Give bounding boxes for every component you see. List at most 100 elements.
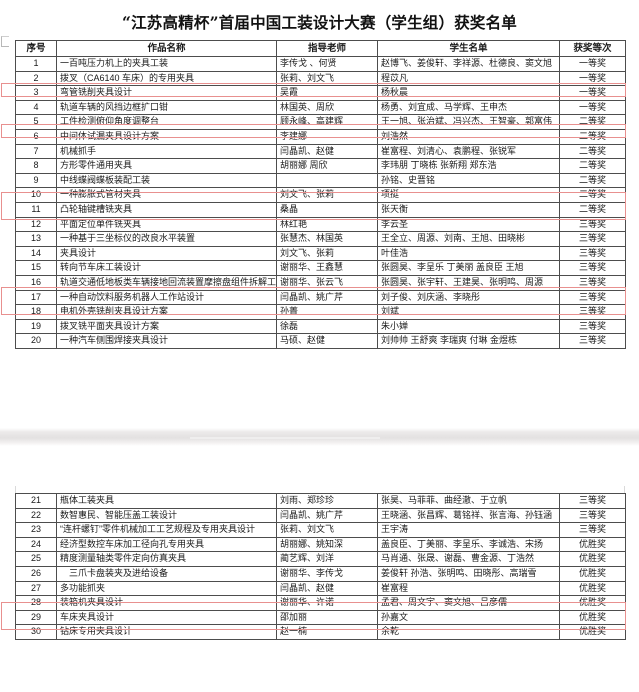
table-row[interactable]: 11 凸轮轴键槽铣夹具 桑晶 张天衡 二等奖 bbox=[15, 201, 626, 218]
cell-award: 二等奖 bbox=[559, 187, 626, 203]
cell-teacher: 谢丽华、张云飞 bbox=[276, 274, 378, 291]
cell-teacher: 胡丽娜、姚知深 bbox=[276, 536, 378, 553]
table-row[interactable]: 1 一百吨压力机上的夹具工装 李传戈 、何贤 赵博飞、姜俊轩、李祥源、杜德良、窦文旭一… bbox=[15, 56, 626, 72]
column-header-no: 序号 bbox=[15, 40, 57, 57]
cell-no: 20 bbox=[15, 333, 57, 349]
table-row[interactable]: 25 精度测量轴类零件定向仿真夹具 蔺艺辉、刘洋 马肖通、张晟、谢磊、曹金源、丁浩然优… bbox=[15, 551, 626, 567]
table-row[interactable]: 2 拨叉（CA6140 车床）的专用夹具 张莉、刘文飞 程苡凡 一等奖 bbox=[15, 70, 626, 87]
table-row[interactable]: 10 一种膨胀式管材夹具 刘文飞、张莉 项挺 二等奖 bbox=[15, 187, 626, 203]
cell-teacher: 邵加丽 bbox=[276, 609, 378, 626]
cell-students: 刘浩然 bbox=[377, 128, 560, 145]
table-row[interactable]: 24 经济型数控车床加工径向孔专用夹具 胡丽娜、姚知深 盖良臣、丁美丽、李呈乐、李诚浩… bbox=[15, 536, 626, 553]
table-row[interactable]: 20 一种汽车侧围焊接夹具设计 马硕、赵健 刘帅帅 王舒爽 李瑞爽 付琳 金煜栋 三等奖 bbox=[15, 333, 626, 349]
table-row[interactable]: 8 方形零件通用夹具 胡丽娜 周欣 李玮朋 丁晓栋 张新翔 郑东浩 二等奖 bbox=[15, 158, 626, 174]
cell-no: 25 bbox=[15, 551, 57, 567]
cell-no: 30 bbox=[15, 624, 57, 640]
cell-award: 三等奖 bbox=[559, 333, 626, 349]
cell-students: 刘帅帅 王舒爽 李瑞爽 付琳 金煜栋 bbox=[377, 333, 560, 349]
cell-students: 盖良臣、丁美丽、李呈乐、李诚浩、宋扬 bbox=[377, 536, 560, 553]
cell-no: 12 bbox=[15, 216, 57, 233]
cell-work: 轨道交通低地板类车辆接地回流装置摩擦盘组件拆解工装 bbox=[56, 274, 277, 291]
column-header-award: 获奖等次 bbox=[559, 40, 626, 57]
cell-work: 夹具设计 bbox=[56, 245, 277, 262]
cell-no: 10 bbox=[15, 187, 57, 203]
cell-award: 三等奖 bbox=[559, 231, 626, 247]
cell-no: 18 bbox=[15, 304, 57, 320]
table-row[interactable]: 17 一种自动饮料服务机器人工作站设计 闫晶凯、姚广芹 刘子俊、刘庆涵、李晓彤 三等奖 bbox=[15, 289, 626, 306]
cell-teacher: 马硕、赵健 bbox=[276, 333, 378, 349]
cell-award: 三等奖 bbox=[559, 216, 626, 233]
cell-award: 三等奖 bbox=[559, 304, 626, 320]
cell-students: 杨秋晨 bbox=[377, 85, 560, 101]
cell-students: 王一旭、张治斌、冯兴杰、王智豪、郭富伟 bbox=[377, 114, 560, 130]
page-break-separator bbox=[0, 428, 639, 446]
cell-work: 三爪卡盘装夹及进给设备 bbox=[56, 565, 277, 582]
cell-award: 二等奖 bbox=[559, 114, 626, 130]
table-row[interactable]: 15 转向节车床工装设计 谢丽华、王鑫慧 张圆昊、李呈乐 丁美丽 盖良臣 王旭 三等奖 bbox=[15, 260, 626, 276]
cell-students: 王全立、周源、刘南、王旭、田晓彬 bbox=[377, 231, 560, 247]
table-row[interactable]: 18 电机外壳铣削夹具设计方案 孙菁 刘斌 三等奖 bbox=[15, 304, 626, 320]
cell-work: 工件检测俯仰角度调整台 bbox=[56, 114, 277, 130]
table-row[interactable]: 27 多功能抓夹 闫晶凯、赵健 崔富程 优胜奖 bbox=[15, 580, 626, 597]
cell-teacher: 张莉、刘文飞 bbox=[276, 522, 378, 538]
cell-teacher: 闫晶凯、姚广芹 bbox=[276, 289, 378, 306]
cell-teacher: 胡丽娜 周欣 bbox=[276, 158, 378, 174]
cell-no: 21 bbox=[15, 493, 57, 509]
cell-no: 5 bbox=[15, 114, 57, 130]
cell-work: 瓶体工装夹具 bbox=[56, 493, 277, 509]
cell-students: 孙铭、史晋铭 bbox=[377, 172, 560, 189]
cell-students: 李玮朋 丁晓栋 张新翔 郑东浩 bbox=[377, 158, 560, 174]
award-table-one: 序号 作品名称 指导老师 学生名单 获奖等次 1 一百吨压力机上的夹具工装 李传戈 … bbox=[15, 40, 626, 349]
cell-students: 刘斌 bbox=[377, 304, 560, 320]
award-table-two: 21 瓶体工装夹具 刘雨、郑珍珍 张昊、马菲菲、曲经澈、于立帆 三等奖 22 数智惠民、智能… bbox=[15, 493, 626, 640]
cell-work: 弯管铣削夹具设计 bbox=[56, 85, 277, 101]
cell-no: 14 bbox=[15, 245, 57, 262]
table-row[interactable]: 3 弯管铣削夹具设计 吴霞 杨秋晨 一等奖 bbox=[15, 85, 626, 101]
table-row[interactable]: 29 车床夹具设计 邵加丽 孙嘉文 优胜奖 bbox=[15, 609, 626, 626]
cell-work: 一百吨压力机上的夹具工装 bbox=[56, 56, 277, 72]
cell-students: 崔富程 bbox=[377, 580, 560, 597]
cell-award: 优胜奖 bbox=[559, 551, 626, 567]
table-row[interactable]: 4 轨道车辆的风挡边框扩口钳 林国英、周欣 杨勇、刘宜成、马学辉、王申杰 一等奖 bbox=[15, 99, 626, 116]
table-row[interactable]: 26 三爪卡盘装夹及进给设备 谢丽华、李传戈 姜俊轩 孙浩、张明鸣、田晓彤、高瑞雪优… bbox=[15, 565, 626, 582]
cell-teacher: 李建娜 bbox=[276, 128, 378, 145]
table-row[interactable]: 23 “连杆螺钉”零件机械加工工艺规程及专用夹具设计 张莉、刘文飞 王宇涛 三等奖 bbox=[15, 522, 626, 538]
cell-award: 优胜奖 bbox=[559, 595, 626, 611]
cell-students: 张圆昊、张宇轩、王建昊、张明鸣、周源 bbox=[377, 274, 560, 291]
table-row[interactable]: 7 机械抓手 闫晶凯、赵健 崔富程、刘清心、袁鹏程、张锐军 二等奖 bbox=[15, 143, 626, 160]
table-row[interactable]: 6 中间体试漏夹具设计方案 李建娜 刘浩然 二等奖 bbox=[15, 128, 626, 145]
cell-work: 一种自动饮料服务机器人工作站设计 bbox=[56, 289, 277, 306]
table-row[interactable]: 21 瓶体工装夹具 刘雨、郑珍珍 张昊、马菲菲、曲经澈、于立帆 三等奖 bbox=[15, 493, 626, 509]
cell-students: 姜俊轩 孙浩、张明鸣、田晓彤、高瑞雪 bbox=[377, 565, 560, 582]
cell-students: 王晓涵、张昌辉、葛铭祥、张言海、孙钰涵 bbox=[377, 507, 560, 524]
table-row[interactable]: 16 轨道交通低地板类车辆接地回流装置摩擦盘组件拆解工装 谢丽华、张云飞 张圆昊、张宇… bbox=[15, 274, 626, 291]
cell-no: 1 bbox=[15, 56, 57, 72]
cell-work: 钻床专用夹具设计 bbox=[56, 624, 277, 640]
cell-students: 叶佳浩 bbox=[377, 245, 560, 262]
tab-stop-marker[interactable] bbox=[1, 36, 9, 47]
cell-students: 余乾 bbox=[377, 624, 560, 640]
cell-award: 二等奖 bbox=[559, 158, 626, 174]
table-row[interactable]: 28 装箱机夹具设计 谢丽华、许诺 孟君、周文宇、窦文旭、吕彦儒 优胜奖 bbox=[15, 595, 626, 611]
cell-teacher: 林红艳 bbox=[276, 216, 378, 233]
table-row[interactable]: 5 工件检测俯仰角度调整台 顾永峰、高建辉 王一旭、张治斌、冯兴杰、王智豪、郭富伟 二等… bbox=[15, 114, 626, 130]
table-row[interactable]: 9 中线蝶阀蝶板装配工装 孙铭、史晋铭 二等奖 bbox=[15, 172, 626, 189]
cell-no: 17 bbox=[15, 289, 57, 306]
cell-work: 一种汽车侧围焊接夹具设计 bbox=[56, 333, 277, 349]
cell-no: 8 bbox=[15, 158, 57, 174]
cell-award: 一等奖 bbox=[559, 85, 626, 101]
table-row[interactable]: 14 夹具设计 刘文飞、张莉 叶佳浩 三等奖 bbox=[15, 245, 626, 262]
cell-students: 王宇涛 bbox=[377, 522, 560, 538]
document-page-two: 21 瓶体工装夹具 刘雨、郑珍珍 张昊、马菲菲、曲经澈、于立帆 三等奖 22 数智惠民、智能… bbox=[0, 446, 639, 692]
table-row[interactable]: 19 拨叉铣平面夹具设计方案 徐磊 朱小婵 三等奖 bbox=[15, 318, 626, 335]
cell-no: 28 bbox=[15, 595, 57, 611]
cell-work: 多功能抓夹 bbox=[56, 580, 277, 597]
table-row[interactable]: 13 一种基于三坐标仪的改良水平装置 张慧杰、林国英 王全立、周源、刘南、王旭、田晓彬… bbox=[15, 231, 626, 247]
cell-award: 优胜奖 bbox=[559, 580, 626, 597]
cell-no: 3 bbox=[15, 85, 57, 101]
table-row[interactable]: 12 平面定位单件铣夹具 林红艳 李云圣 三等奖 bbox=[15, 216, 626, 233]
table-row[interactable]: 22 数智惠民、智能压盖工装设计 闫晶凯、姚广芹 王晓涵、张昌辉、葛铭祥、张言海、孙钰… bbox=[15, 507, 626, 524]
award-table-container-two: 21 瓶体工装夹具 刘雨、郑珍珍 张昊、马菲菲、曲经澈、于立帆 三等奖 22 数智惠民、智能… bbox=[1, 493, 626, 640]
cell-award: 三等奖 bbox=[559, 274, 626, 291]
table-row[interactable]: 30 钻床专用夹具设计 赵一楠 余乾 优胜奖 bbox=[15, 624, 626, 640]
